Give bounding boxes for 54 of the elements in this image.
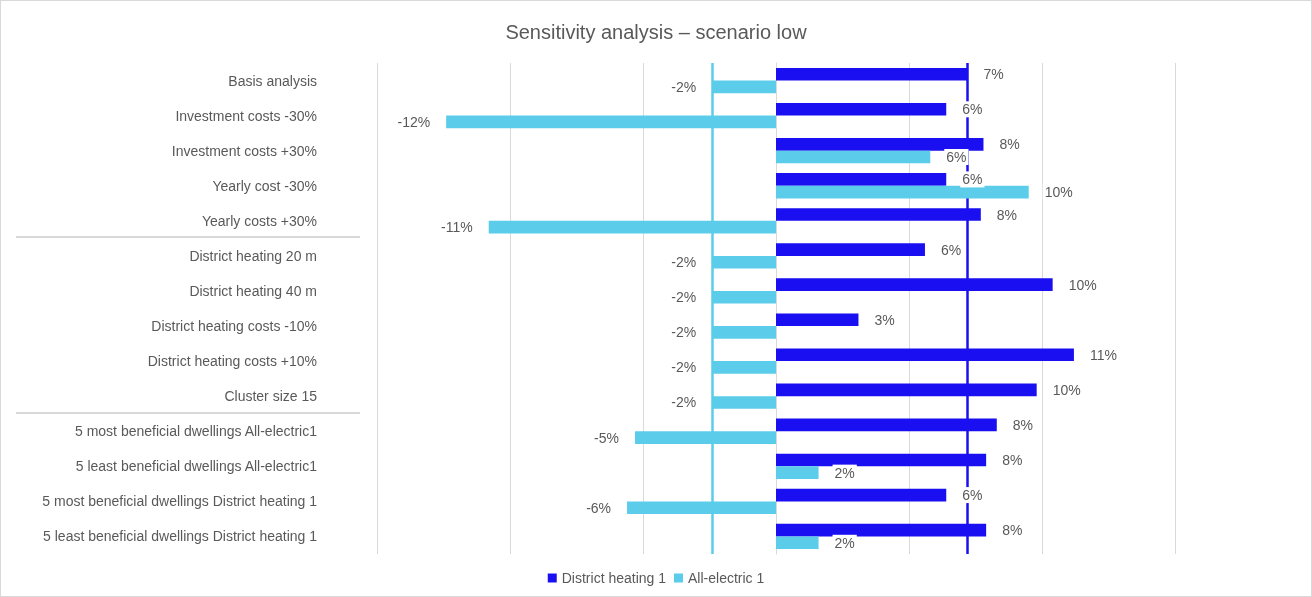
data-label: 3% <box>874 311 895 328</box>
legend-label: District heating 1 <box>561 570 667 586</box>
data-label: 2% <box>834 534 855 551</box>
data-label: 6% <box>946 148 967 165</box>
bar <box>776 488 947 502</box>
data-label: -2% <box>671 254 697 271</box>
y-tick-label: 5 most beneficial dwellings District heating 1 <box>42 493 318 510</box>
bar <box>776 243 925 256</box>
data-label: -12% <box>397 113 431 130</box>
y-tick-label: Investment costs +30% <box>171 142 317 159</box>
data-label: 10% <box>1052 381 1081 398</box>
bar <box>776 313 859 327</box>
bar <box>776 536 819 550</box>
y-tick-label: Cluster size 15 <box>224 388 318 405</box>
data-label: 11% <box>1089 346 1117 363</box>
data-label: -5% <box>594 429 620 446</box>
data-label: 8% <box>1002 522 1023 539</box>
data-label: -2% <box>671 359 697 376</box>
bar <box>776 150 931 164</box>
bar <box>776 102 947 116</box>
data-label: 8% <box>1002 452 1023 469</box>
data-label: -2% <box>671 289 697 306</box>
chart-title: Sensitivity analysis – scenario low <box>505 21 808 43</box>
y-tick-label: 5 least beneficial dwellings All-electric1 <box>75 458 318 475</box>
y-tick-label: 5 most beneficial dwellings All-electric1 <box>75 423 318 440</box>
legend-label: All-electric 1 <box>688 570 765 586</box>
data-label: 6% <box>962 101 983 118</box>
y-tick-label: District heating costs -10% <box>151 318 317 335</box>
data-label: 8% <box>1012 416 1034 433</box>
y-tick-label: District heating 20 m <box>189 247 317 264</box>
y-tick-label: Basis analysis <box>228 72 317 89</box>
y-tick-label: Investment costs -30% <box>175 107 317 124</box>
data-label: 10% <box>1044 184 1073 201</box>
data-label: -2% <box>671 324 697 341</box>
data-label: -6% <box>586 499 612 516</box>
y-tick-label: 5 least beneficial dwellings District heating 1 <box>43 528 318 545</box>
data-label: -2% <box>671 394 697 411</box>
data-label: 8% <box>996 206 1018 223</box>
data-label: -2% <box>671 78 697 95</box>
y-tick-label: District heating costs +10% <box>147 353 317 370</box>
y-tick-label: Yearly costs +30% <box>201 212 317 229</box>
data-label: 6% <box>940 241 962 258</box>
y-tick-label: District heating 40 m <box>189 282 317 299</box>
y-tick-label: Yearly cost -30% <box>212 177 317 194</box>
data-label: 6% <box>962 171 983 188</box>
bar <box>776 466 819 479</box>
data-label: 2% <box>834 464 855 481</box>
data-label: -11% <box>441 219 473 236</box>
data-label: 7% <box>983 66 1004 83</box>
data-label: 10% <box>1068 276 1097 293</box>
bar <box>776 173 947 186</box>
bar <box>776 185 1029 199</box>
data-label: 6% <box>962 487 983 504</box>
data-label: 8% <box>999 136 1020 153</box>
